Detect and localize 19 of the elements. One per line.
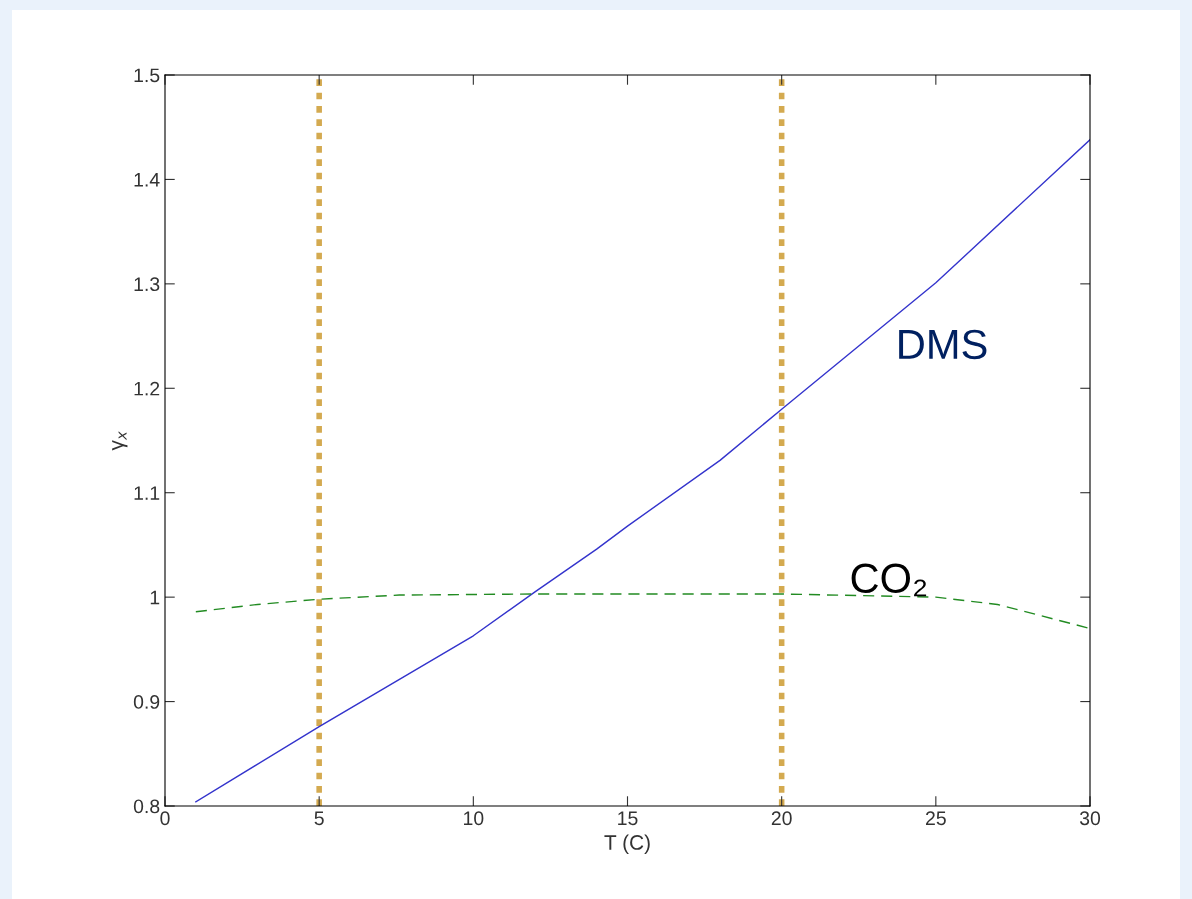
x-axis-title: T (C) xyxy=(604,834,650,854)
y-tick-label: 1.2 xyxy=(134,381,160,396)
x-tick-label: 5 xyxy=(314,811,324,826)
y-tick-label: 1.3 xyxy=(134,277,160,292)
y-tick-label: 1.1 xyxy=(134,486,160,500)
x-tick-label: 20 xyxy=(771,811,792,826)
y-tick-label: 0.8 xyxy=(133,799,160,814)
y-tick-label: 0.9 xyxy=(133,695,160,709)
series-label: DMS xyxy=(899,329,987,360)
x-tick-label: 15 xyxy=(618,811,638,826)
y-axis-title: γ$_{x}$ xyxy=(112,431,128,451)
y-tick-label: 1.4 xyxy=(134,173,160,187)
x-tick-label: 25 xyxy=(926,811,946,826)
x-tick-label: 10 xyxy=(464,811,484,826)
x-tick-label: 0 xyxy=(160,811,170,826)
series-label: CO₂ xyxy=(851,563,927,597)
y-tick-label: 1 xyxy=(150,590,160,605)
x-tick-label: 30 xyxy=(1079,811,1101,826)
y-tick-label: 1.5 xyxy=(134,68,160,83)
